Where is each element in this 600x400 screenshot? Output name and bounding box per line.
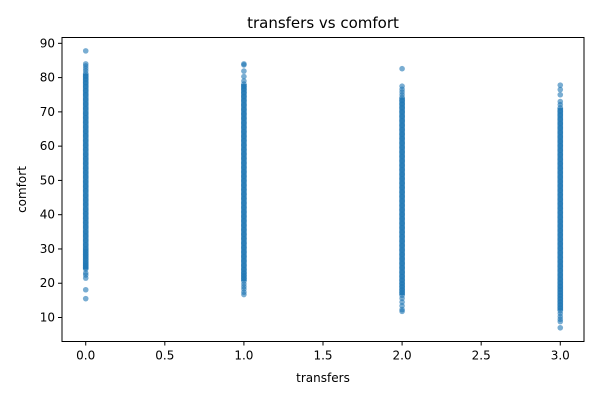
y-tick-label: 90 [40,36,55,50]
x-tick-label: 2.5 [472,349,491,363]
data-point [399,65,405,72]
x-tick-label: 2.0 [393,349,412,363]
data-point [399,83,405,89]
x-tick-label: 0.0 [76,349,95,363]
data-point-cluster [82,73,89,270]
data-point [557,91,564,98]
data-point [241,73,247,80]
chart-title: transfers vs comfort [247,14,399,32]
data-point [241,68,247,74]
data-point-cluster [241,84,247,282]
data-point [241,78,247,84]
x-tick-label: 1.0 [234,349,253,363]
y-tick-label: 40 [40,208,55,222]
data-point [82,295,89,302]
data-point-cluster [399,97,405,296]
y-tick-label: 20 [40,276,55,290]
y-tick-label: 50 [40,173,55,187]
y-tick-label: 60 [40,139,55,153]
y-tick-label: 80 [40,71,55,85]
x-tick-label: 1.5 [313,349,332,363]
y-tick-label: 10 [40,311,55,325]
x-tick-label: 3.0 [551,349,570,363]
data-point [557,86,564,93]
x-axis-label: transfers [296,371,350,385]
y-tick-label: 70 [40,105,55,119]
x-tick-label: 0.5 [155,349,174,363]
data-point [82,286,89,293]
data-point [557,324,564,331]
y-axis-ticks: 10 20 30 40 50 60 70 80 90 [40,36,62,325]
y-axis-label: comfort [15,166,29,213]
data-point [82,48,89,54]
data-point [241,61,247,67]
data-point-cluster [557,107,564,311]
data-point [82,61,89,67]
data-point [557,98,564,105]
y-tick-label: 30 [40,242,55,256]
points-layer [82,48,564,331]
data-point [557,82,564,88]
x-axis-ticks: 0.0 0.5 1.0 1.5 2.0 2.5 3.0 [76,341,570,363]
plot-frame [61,37,585,342]
